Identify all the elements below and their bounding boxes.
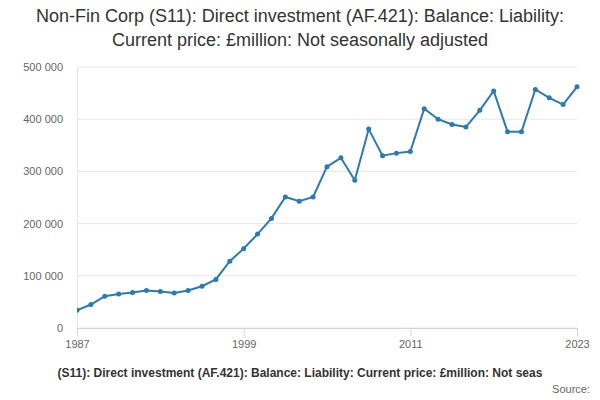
marker	[297, 199, 302, 204]
x-tick-label: 2023	[565, 338, 589, 350]
marker	[283, 194, 288, 199]
source: Source:	[552, 383, 590, 395]
marker	[338, 155, 343, 160]
grid-line	[77, 67, 577, 68]
caption: (S11): Direct investment (AF.421): Balan…	[58, 366, 543, 380]
x-tick-mark	[577, 328, 578, 336]
marker	[380, 153, 385, 158]
x-tick: 2023	[565, 328, 589, 350]
marker	[491, 89, 496, 94]
marker	[255, 232, 260, 237]
marker	[172, 291, 177, 296]
y-tick-label: 300 000	[23, 165, 63, 177]
grid-line	[77, 171, 577, 172]
y-axis: 0 100 000 200 000 300 000 400 000 500 000	[23, 61, 77, 334]
y-tick: 200 000	[23, 218, 77, 230]
x-tick: 2011	[399, 328, 423, 350]
plot-area	[77, 84, 580, 312]
y-tick: 400 000	[23, 113, 77, 125]
marker	[77, 308, 80, 313]
marker	[227, 259, 232, 264]
marker	[130, 290, 135, 295]
marker	[213, 277, 218, 282]
marker	[436, 117, 441, 122]
marker	[561, 102, 566, 107]
marker	[325, 164, 330, 169]
marker	[311, 194, 316, 199]
y-tick: 300 000	[23, 165, 77, 177]
grid-line	[77, 119, 577, 120]
marker	[450, 122, 455, 127]
marker	[408, 149, 413, 154]
x-tick-mark	[410, 328, 411, 336]
x-tick: 1999	[232, 328, 256, 350]
grid-line	[77, 328, 577, 329]
grid-line	[77, 275, 577, 276]
y-tick-label: 400 000	[23, 113, 63, 125]
marker	[158, 289, 163, 294]
marker	[366, 127, 371, 132]
marker	[575, 84, 580, 89]
marker	[394, 151, 399, 156]
marker	[547, 95, 552, 100]
x-tick: 1987	[65, 328, 89, 350]
marker	[352, 178, 357, 183]
y-tick: 0	[57, 322, 77, 334]
x-tick-mark	[77, 328, 78, 336]
marker	[269, 216, 274, 221]
line	[77, 87, 577, 310]
chart: Non-Fin Corp (S11): Direct investment (A…	[0, 0, 600, 400]
marker	[102, 294, 107, 299]
marker	[186, 288, 191, 293]
y-tick: 100 000	[23, 270, 77, 282]
marker	[463, 125, 468, 130]
marker	[422, 106, 427, 111]
marker	[200, 284, 205, 289]
marker	[144, 288, 149, 293]
y-tick-label: 500 000	[23, 61, 63, 73]
y-tick-label: 200 000	[23, 218, 63, 230]
x-axis: 1987 1999 2011 2023	[65, 328, 589, 350]
title: Non-Fin Corp (S11): Direct investment (A…	[36, 6, 564, 50]
y-axis-line	[77, 68, 78, 329]
marker	[519, 129, 524, 134]
x-tick-label: 1999	[232, 338, 256, 350]
marker	[88, 302, 93, 307]
marker	[116, 292, 121, 297]
marker	[477, 108, 482, 113]
marker	[505, 129, 510, 134]
y-tick-label: 100 000	[23, 270, 63, 282]
marker	[533, 87, 538, 92]
y-tick: 500 000	[23, 61, 77, 73]
grid	[77, 67, 577, 328]
x-tick-label: 2011	[399, 338, 423, 350]
x-tick-label: 1987	[65, 338, 89, 350]
grid-line	[77, 223, 577, 224]
x-tick-mark	[244, 328, 245, 336]
marker	[241, 246, 246, 251]
y-tick-label: 0	[57, 322, 63, 334]
x-axis-line	[78, 328, 578, 329]
